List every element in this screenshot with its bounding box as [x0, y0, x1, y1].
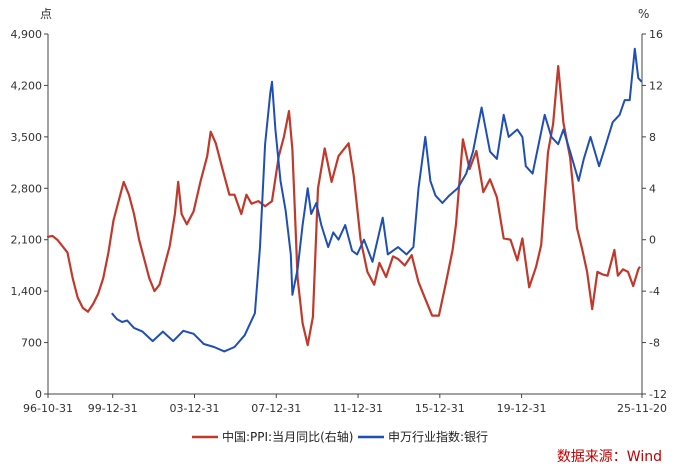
right-tick-label: -12 [649, 388, 667, 401]
right-tick-label: -8 [649, 337, 660, 350]
left-tick-label: 2,100 [11, 234, 43, 247]
right-tick-label: 0 [649, 234, 656, 247]
left-tick-label: 1,400 [11, 285, 43, 298]
series-line-ppi [46, 65, 641, 347]
left-axis-ticks: 0 700 1,400 2,100 2,800 3,500 4,200 4,900 [11, 28, 48, 401]
right-tick-label: -4 [649, 285, 660, 298]
legend-label-bank: 申万行业指数:银行 [388, 429, 488, 444]
x-tick-label: 96-10-31 [23, 402, 73, 415]
left-axis-unit: 点 [40, 7, 52, 21]
right-axis-unit: % [638, 7, 649, 21]
right-tick-label: 12 [649, 79, 663, 92]
x-tick-label: 25-11-20 [617, 402, 667, 415]
x-axis-ticks: 96-10-31 99-12-31 03-12-31 07-12-31 11-12-31… [23, 394, 667, 415]
source-note: 数据来源：Wind [557, 449, 662, 465]
x-tick-label: 99-12-31 [88, 402, 138, 415]
x-tick-label: 19-12-31 [497, 402, 547, 415]
x-tick-label: 15-12-31 [415, 402, 465, 415]
right-tick-label: 8 [649, 131, 656, 144]
right-tick-label: 4 [649, 182, 656, 195]
series-layer [46, 47, 643, 353]
left-tick-label: 0 [35, 388, 42, 401]
left-tick-label: 2,800 [11, 182, 43, 195]
x-tick-label: 07-12-31 [251, 402, 301, 415]
right-tick-label: 16 [649, 28, 663, 41]
x-tick-label: 11-12-31 [333, 402, 383, 415]
x-tick-label: 03-12-31 [170, 402, 220, 415]
right-axis-ticks: -12 -8 -4 0 4 8 12 16 [642, 28, 667, 401]
left-tick-label: 700 [21, 337, 42, 350]
legend: 中国:PPI:当月同比(右轴) 申万行业指数:银行 [192, 429, 488, 444]
legend-label-ppi: 中国:PPI:当月同比(右轴) [222, 429, 353, 444]
left-tick-label: 3,500 [11, 131, 43, 144]
left-tick-label: 4,900 [11, 28, 43, 41]
series-line-bank-index [111, 47, 643, 353]
left-tick-label: 4,200 [11, 79, 43, 92]
